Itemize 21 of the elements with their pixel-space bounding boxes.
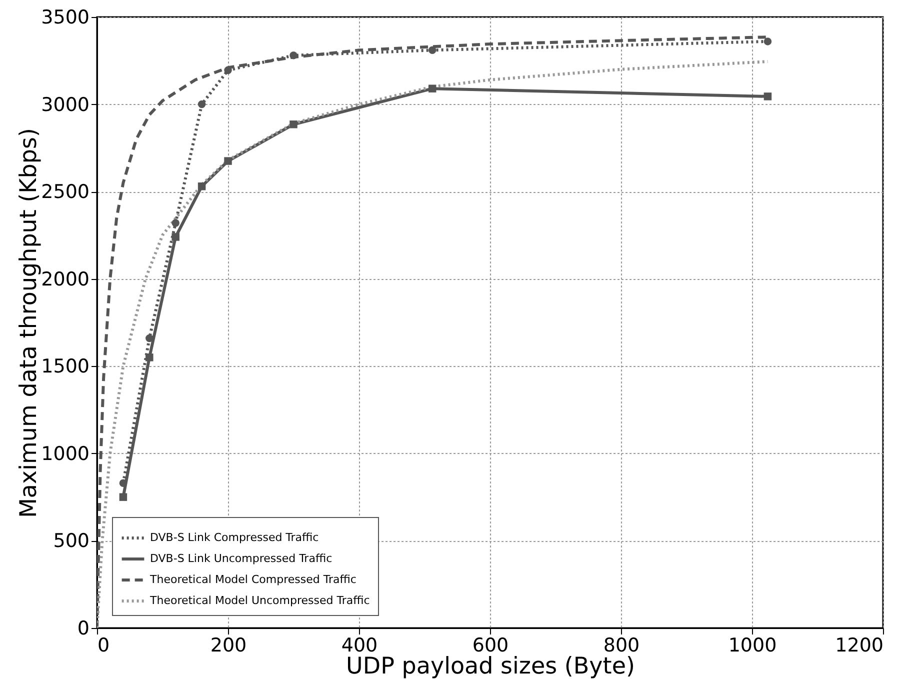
x-tick-label: 400	[341, 634, 378, 656]
x-tick-label: 800	[603, 634, 640, 656]
y-tick-label: 500	[53, 530, 90, 552]
x-tick-label: 0	[98, 634, 110, 656]
x-tick-label: 200	[210, 634, 247, 656]
x-tick-label: 1000	[728, 634, 777, 656]
y-tick-label: 2000	[41, 268, 90, 290]
legend-label: Theoretical Model Compressed Traffic	[149, 573, 356, 586]
y-tick-label: 3000	[41, 94, 90, 116]
y-tick-label: 2500	[41, 181, 90, 204]
legend-label: Theoretical Model Uncompressed Traffic	[149, 594, 370, 607]
legend-label: DVB-S Link Compressed Traffic	[150, 531, 319, 544]
x-axis-title: UDP payload sizes (Byte)	[346, 654, 635, 679]
y-axis-title: Maximum data throughput (Kbps)	[16, 128, 42, 518]
y-tick-label: 0	[77, 618, 90, 640]
y-tick-label: 1000	[41, 442, 90, 465]
y-tick-label: 1500	[41, 356, 90, 378]
x-tick-label: 1200	[835, 634, 884, 656]
legend-label: DVB-S Link Uncompressed Traffic	[150, 552, 332, 565]
y-tick-label: 3500	[41, 6, 90, 28]
x-tick-label: 600	[472, 634, 509, 656]
